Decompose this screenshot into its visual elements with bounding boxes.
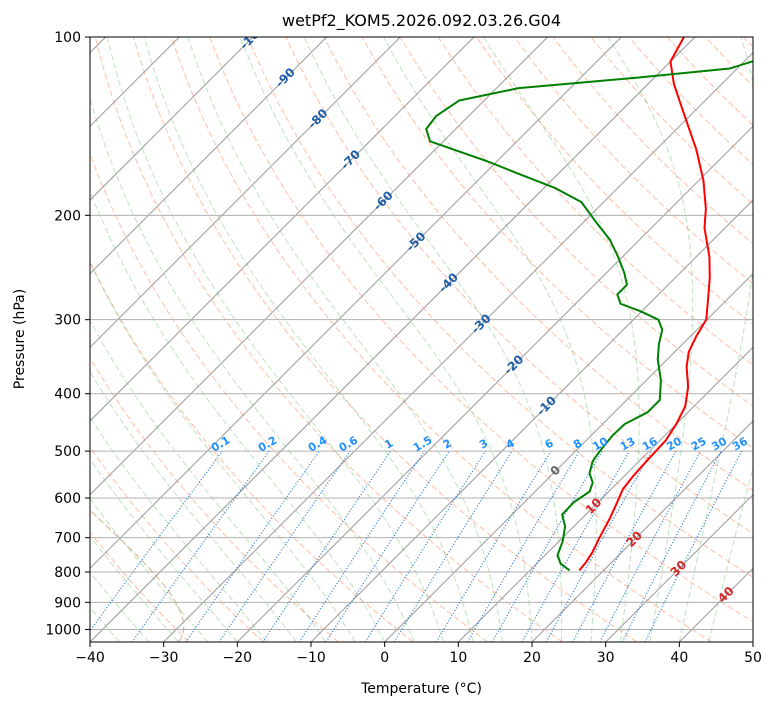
x-tick-label: 50 — [744, 650, 762, 666]
y-tick-label: 100 — [54, 30, 81, 46]
isotherm — [90, 37, 549, 496]
y-tick-label: 700 — [54, 531, 81, 547]
dewpoint-profile — [425, 60, 753, 572]
isotherm — [310, 199, 753, 642]
isotherm — [163, 51, 753, 642]
mixing-ratio-line — [599, 450, 702, 642]
mixing-ratio-line — [466, 450, 580, 642]
mixing-ratio-line — [325, 450, 450, 642]
moist-adiabat — [187, 37, 504, 642]
dry-adiabat — [90, 446, 264, 642]
x-axis-label: Temperature (°C) — [360, 681, 482, 697]
x-tick-label: 30 — [597, 650, 615, 666]
moist-adiabat — [90, 458, 238, 642]
x-tick-label: −20 — [223, 650, 253, 666]
dry-adiabat — [361, 37, 753, 449]
y-tick-label: 400 — [54, 387, 81, 403]
moist-adiabat — [383, 37, 597, 642]
x-tick-label: 0 — [380, 650, 389, 666]
dry-adiabat — [132, 37, 638, 642]
moist-adiabat — [106, 37, 445, 642]
isotherm — [90, 37, 622, 570]
isotherm — [384, 272, 753, 642]
y-tick-label: 500 — [54, 444, 81, 460]
dry-adiabat — [90, 531, 190, 642]
dry-adiabat — [438, 37, 753, 366]
moist-adiabat — [90, 571, 150, 642]
moist-adiabat — [482, 37, 640, 642]
moist-adiabat — [90, 370, 297, 642]
y-tick-label: 600 — [54, 491, 81, 507]
y-tick-label: 200 — [54, 208, 81, 224]
dry-adiabat — [514, 37, 753, 285]
moist-adiabat — [607, 37, 694, 642]
mixing-ratio-line — [435, 450, 552, 642]
isotherm — [605, 493, 753, 642]
mixing-ratio-line — [298, 450, 425, 642]
isotherm — [90, 37, 475, 422]
x-tick-label: −40 — [75, 650, 105, 666]
mixing-ratio-line — [364, 450, 486, 642]
x-tick-label: −10 — [296, 650, 326, 666]
dry-adiabat — [90, 152, 488, 642]
dry-adiabat — [285, 37, 753, 535]
x-tick-label: 40 — [670, 650, 688, 666]
moist-adiabat — [239, 37, 533, 642]
moist-adiabat — [90, 189, 386, 642]
dry-adiabat — [94, 37, 563, 642]
moist-adiabat — [90, 497, 209, 642]
mixing-ratio-line — [393, 450, 513, 642]
x-tick-label: −30 — [149, 650, 179, 666]
mixing-ratio-line — [90, 450, 223, 632]
mixing-ratio-line — [545, 450, 653, 642]
isotherm — [457, 346, 753, 642]
isotherm — [236, 125, 753, 642]
moist-adiabat — [90, 535, 179, 642]
mixing-ratio-line — [644, 450, 743, 642]
isotherm — [90, 37, 254, 201]
chart-title: wetPf2_KOM5.2026.092.03.26.G04 — [282, 11, 561, 31]
moist-adiabat — [303, 37, 563, 642]
isotherm — [90, 37, 401, 349]
reference-curve — [90, 509, 185, 642]
dry-adiabat — [209, 37, 753, 623]
dry-adiabat — [247, 37, 753, 578]
y-axis-label: Pressure (hPa) — [12, 289, 28, 389]
plot-frame — [89, 36, 754, 643]
temperature-profile — [578, 37, 711, 572]
mixing-ratio-line — [621, 450, 722, 642]
dry-adiabat — [171, 37, 713, 642]
moist-adiabat — [143, 37, 474, 642]
y-tick-label: 900 — [54, 595, 81, 611]
moist-adiabat — [90, 260, 356, 642]
moist-adiabat — [678, 37, 753, 642]
isotherm — [90, 37, 328, 275]
moist-adiabat — [90, 416, 268, 642]
y-tick-label: 1000 — [45, 622, 81, 638]
mixing-ratio-line — [262, 450, 392, 642]
y-tick-label: 300 — [54, 313, 81, 329]
isotherm — [531, 420, 753, 642]
dry-adiabat — [399, 37, 753, 407]
x-tick-label: 20 — [523, 650, 541, 666]
x-tick-label: 10 — [449, 650, 467, 666]
isotherm — [90, 37, 696, 642]
y-tick-label: 800 — [54, 565, 81, 581]
dry-adiabat — [90, 356, 339, 642]
